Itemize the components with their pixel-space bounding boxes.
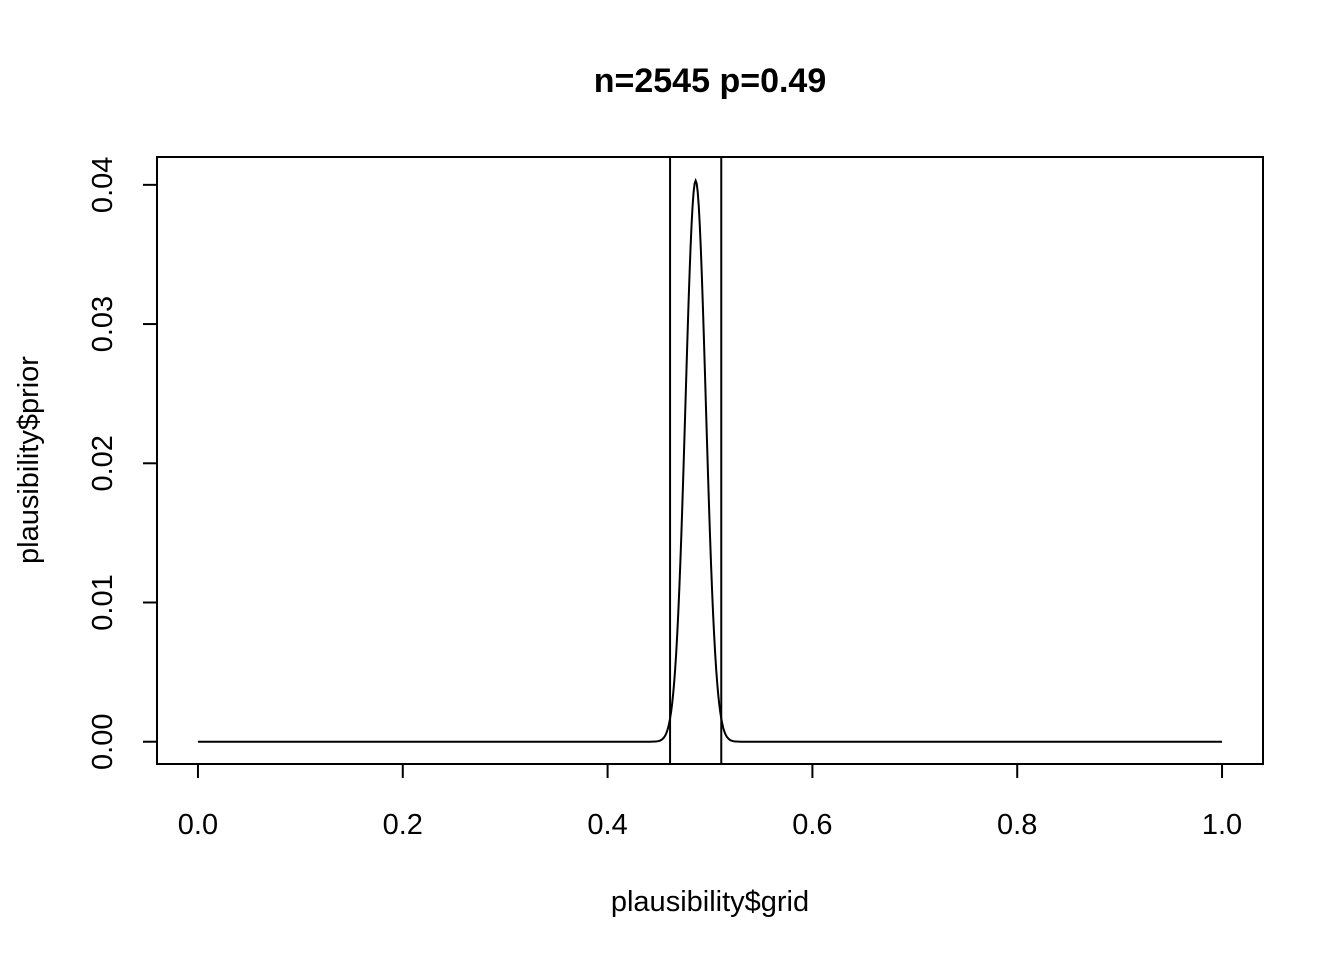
- x-tick-label: 0.8: [997, 809, 1037, 841]
- y-axis: 0.00 0.01 0.02 0.03 0.04: [87, 157, 158, 770]
- x-tick-label: 0.4: [587, 809, 627, 841]
- y-tick-label: 0.03: [87, 296, 119, 352]
- plot-area: [197, 157, 1223, 764]
- y-tick-label: 0.02: [87, 435, 119, 491]
- y-tick-label: 0.01: [87, 574, 119, 630]
- density-line: [197, 177, 1223, 743]
- x-tick-label: 1.0: [1202, 809, 1242, 841]
- x-tick-label: 0.0: [178, 809, 218, 841]
- y-axis-title: plausibility$prior: [13, 356, 45, 564]
- y-tick-label: 0.00: [87, 713, 119, 769]
- chart-title: n=2545 p=0.49: [594, 62, 827, 100]
- y-tick-label: 0.04: [87, 157, 119, 213]
- x-tick-label: 0.6: [792, 809, 832, 841]
- plot-frame: [156, 156, 1264, 765]
- x-axis: 0.0 0.2 0.4 0.6 0.8 1.0: [178, 763, 1242, 841]
- x-tick-label: 0.2: [383, 809, 423, 841]
- x-axis-title: plausibility$grid: [611, 886, 809, 918]
